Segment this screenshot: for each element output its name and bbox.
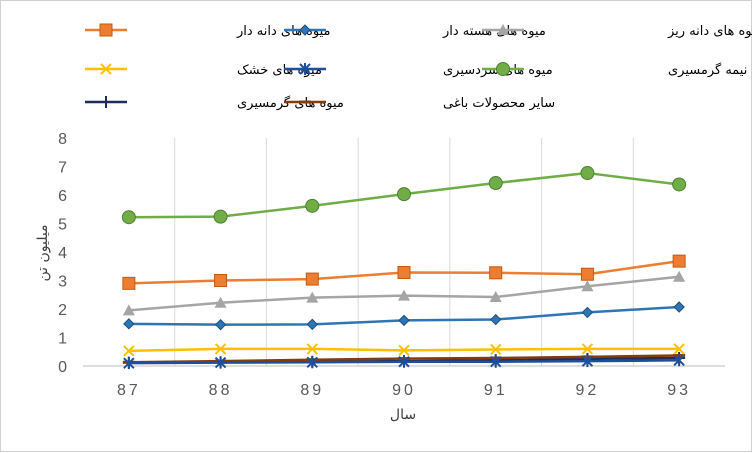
data-point <box>581 343 594 355</box>
data-point <box>397 266 411 280</box>
legend-marker <box>496 62 510 76</box>
data-point <box>306 356 318 369</box>
legend-label: میوه های دانه ریز <box>667 24 752 39</box>
data-point <box>305 198 320 213</box>
legend-marker <box>99 23 113 37</box>
data-point <box>673 354 685 367</box>
legend-item: سایر محصولات باغی <box>284 96 555 111</box>
y-tick-label: 5 <box>58 217 67 234</box>
data-point <box>122 304 135 316</box>
y-tick-label: 1 <box>58 331 67 348</box>
data-point <box>214 274 228 287</box>
x-tick-label: 90 <box>392 382 416 399</box>
data-point <box>306 291 319 303</box>
data-point <box>398 355 410 368</box>
series-4 <box>123 343 685 357</box>
data-point <box>673 301 685 313</box>
legend-marker <box>497 24 509 35</box>
data-point <box>490 355 502 368</box>
data-point <box>489 266 503 280</box>
legend-label: میوه های دانه دار <box>236 24 330 39</box>
data-point <box>490 313 502 326</box>
data-point <box>214 343 227 355</box>
y-tick-label: 7 <box>58 160 67 177</box>
data-point <box>213 209 228 224</box>
data-point <box>673 270 686 282</box>
x-tick-label: 87 <box>117 382 141 399</box>
y-axis: 0 1 2 3 4 5 6 7 8 <box>58 131 67 376</box>
legend-item: میوه های دانه دار <box>85 23 330 39</box>
x-tick-label: 91 <box>484 382 508 399</box>
series-6 <box>121 166 687 225</box>
legend-marker <box>100 96 112 108</box>
data-point <box>398 314 410 327</box>
data-point <box>121 210 136 225</box>
data-point <box>672 177 687 192</box>
y-tick-label: 3 <box>58 274 67 291</box>
x-tick-label: 88 <box>209 382 233 399</box>
x-tick-label: 89 <box>300 382 324 399</box>
legend-item: میوه های هسته دار <box>284 24 546 39</box>
data-point <box>397 187 411 202</box>
data-point <box>489 291 502 303</box>
data-point <box>306 343 318 355</box>
data-point <box>398 289 410 301</box>
data-point <box>581 355 594 368</box>
legend-item: میوه های سردسیری <box>284 63 553 78</box>
data-point <box>488 176 503 191</box>
data-point <box>490 343 502 356</box>
data-point <box>581 306 594 319</box>
legend-label: سایر محصولات باغی <box>443 96 555 111</box>
series-3 <box>122 270 686 316</box>
data-point <box>581 280 594 292</box>
y-tick-label: 8 <box>58 131 67 148</box>
data-point <box>123 318 135 330</box>
series-layer <box>121 166 687 370</box>
data-point <box>306 318 318 331</box>
legend-marker <box>299 24 311 36</box>
y-tick-label: 2 <box>58 302 67 319</box>
x-axis: 87 88 89 90 91 92 93 <box>117 382 691 399</box>
legend-item: میوه های خشک <box>85 63 322 78</box>
data-point <box>123 357 135 370</box>
x-tick-label: 92 <box>576 382 600 399</box>
legend: میوه های دانه دار میوه های هسته دار میوه ه… <box>85 23 752 111</box>
data-point <box>123 345 135 357</box>
legend-marker <box>299 63 311 75</box>
x-axis-title: سال <box>390 407 416 423</box>
data-point <box>673 343 685 355</box>
y-tick-label: 0 <box>58 359 67 376</box>
series-2 <box>123 301 685 331</box>
data-point <box>305 272 319 286</box>
data-point <box>672 254 686 268</box>
series-1 <box>122 254 686 290</box>
x-tick-label: 93 <box>667 382 691 399</box>
grid <box>83 138 725 367</box>
legend-item: میوه های نیمه گرمسیری <box>482 62 752 78</box>
series-5 <box>123 354 685 370</box>
data-point <box>580 166 595 181</box>
legend-item: میوه های دانه ریز <box>482 24 752 39</box>
y-axis-title: میلیون تن <box>35 224 51 281</box>
legend-label: میوه های نیمه گرمسیری <box>668 62 752 78</box>
y-tick-label: 6 <box>58 188 67 205</box>
legend-marker <box>100 63 112 75</box>
data-point <box>580 267 594 281</box>
y-tick-label: 4 <box>58 245 67 262</box>
data-point <box>214 296 227 308</box>
data-point <box>398 344 410 357</box>
legend-label: میوه های هسته دار <box>442 24 546 39</box>
data-point <box>214 356 227 369</box>
data-point <box>122 276 136 290</box>
data-point <box>214 318 227 331</box>
